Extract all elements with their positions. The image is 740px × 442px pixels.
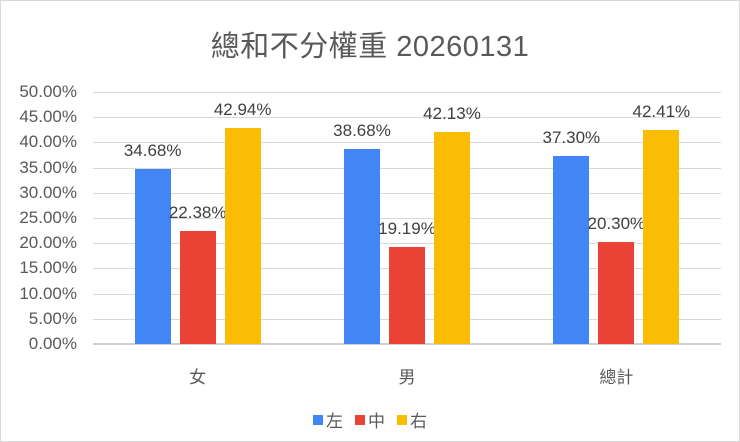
bar-左-男[interactable] — [344, 149, 380, 344]
bar-右-男[interactable] — [434, 131, 470, 344]
bar-右-總計[interactable] — [643, 130, 680, 344]
data-label: 20.30% — [587, 213, 646, 233]
legend-label: 中 — [368, 412, 385, 431]
legend: 左中右 — [1, 407, 739, 432]
gridline — [93, 218, 721, 219]
y-tick-label: 10.00% — [19, 283, 77, 303]
bar-中-女[interactable] — [179, 231, 216, 344]
data-label: 42.94% — [213, 99, 272, 119]
y-tick-label: 20.00% — [19, 233, 77, 253]
gridline — [93, 243, 721, 245]
data-label: 42.41% — [632, 102, 691, 122]
bar-右-女[interactable] — [224, 127, 261, 344]
legend-item[interactable]: 右 — [397, 407, 427, 432]
bar-左-女[interactable] — [134, 169, 171, 344]
y-tick-label: 0.00% — [28, 334, 77, 353]
data-label: 42.13% — [423, 103, 481, 123]
legend-label: 左 — [326, 412, 343, 431]
legend-swatch-icon — [355, 414, 365, 425]
bar-中-總計[interactable] — [598, 241, 635, 344]
y-tick-label: 50.00% — [19, 82, 77, 101]
y-tick-label: 15.00% — [19, 258, 77, 278]
legend-item[interactable]: 左 — [313, 407, 343, 432]
data-label: 19.19% — [378, 219, 436, 239]
x-category-label: 女 — [189, 368, 207, 387]
legend-swatch-icon — [397, 414, 407, 425]
x-category-label: 總計 — [599, 368, 634, 387]
bar-左-總計[interactable] — [553, 156, 590, 344]
gridline — [93, 92, 721, 93]
y-tick-label: 5.00% — [28, 308, 77, 328]
data-label: 22.38% — [168, 203, 227, 223]
y-tick-label: 30.00% — [19, 182, 77, 202]
data-label: 37.30% — [542, 128, 601, 147]
y-tick-label: 25.00% — [19, 208, 77, 227]
legend-swatch-icon — [313, 414, 323, 425]
data-label: 38.68% — [333, 121, 391, 141]
y-tick-label: 45.00% — [19, 107, 77, 127]
data-label: 34.68% — [123, 141, 182, 161]
gridline — [93, 167, 721, 169]
y-tick-label: 40.00% — [19, 132, 77, 152]
gridline — [93, 142, 721, 144]
gridline — [93, 117, 721, 119]
bar-中-男[interactable] — [389, 247, 425, 344]
x-axis-line — [93, 343, 721, 345]
y-tick-label: 35.00% — [19, 157, 77, 177]
legend-item[interactable]: 中 — [355, 407, 385, 432]
x-category-label: 男 — [398, 368, 416, 387]
legend-label: 右 — [410, 412, 427, 431]
gridline — [93, 192, 721, 194]
chart-title: 總和不分權重 20260131 — [210, 31, 530, 63]
